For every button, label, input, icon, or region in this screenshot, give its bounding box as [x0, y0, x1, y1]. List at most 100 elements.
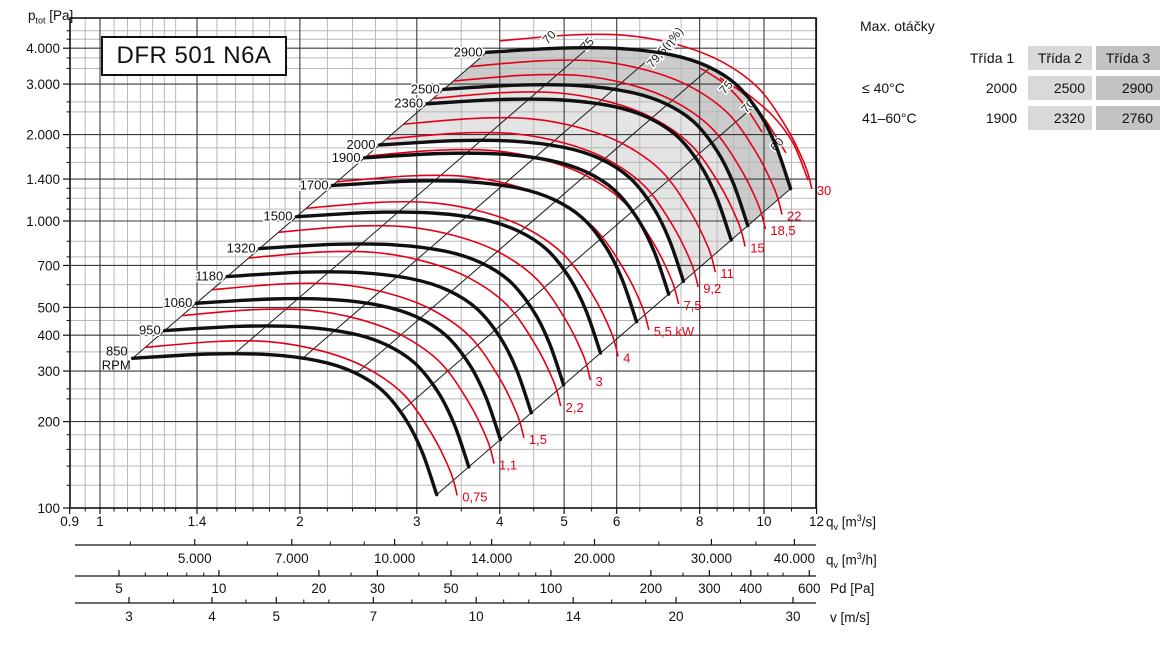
y-tick-label: 100 — [37, 501, 60, 516]
tick-label: 20.000 — [574, 551, 615, 566]
axis-qvh: 5.000 7.000 10.000 14.000 20.000 30.000 40.000 — [75, 539, 816, 566]
tick-label: 4 — [208, 609, 216, 624]
rpm-curve-850 — [130, 351, 439, 497]
rpm-curve-label: 1700 — [300, 177, 329, 192]
rpm-curve-label: 2360 — [394, 96, 423, 111]
y-tick-label: 300 — [37, 364, 60, 379]
power-curve-3 — [278, 224, 592, 381]
power-curve-18.5 — [453, 73, 767, 230]
power-curve-7.5 — [366, 148, 680, 305]
tick-label: 30.000 — [691, 551, 732, 566]
tick-label: 1 — [96, 514, 104, 529]
tick-label: 0.9 — [60, 514, 79, 529]
tick-label: 10 — [756, 514, 771, 529]
power-curve-label: 3 — [595, 374, 602, 389]
fan-model-title-box: DFR 501 N6A — [101, 36, 287, 76]
rpm-curve-1180 — [225, 270, 533, 415]
rpm-curve-1700 — [330, 179, 639, 324]
tick-label: 600 — [798, 581, 821, 596]
table-col-header-3: Třída 3 — [1096, 46, 1160, 70]
tick-label: 30 — [370, 581, 385, 596]
power-curve-label: 30 — [817, 183, 831, 198]
y-tick-label: 400 — [37, 328, 60, 343]
rpm-curve-label: 1060 — [163, 295, 192, 310]
rpm-curve-1320 — [257, 242, 566, 387]
tick-label: 400 — [740, 581, 763, 596]
tick-label: 200 — [640, 581, 663, 596]
table-value: 2000 — [985, 80, 1017, 96]
tick-label: 10 — [211, 581, 226, 596]
power-curve-label: 4 — [623, 350, 630, 365]
table-value: 2500 — [1028, 76, 1092, 100]
efficiency-label: 70 — [539, 27, 559, 47]
tick-label: 12 — [809, 514, 824, 529]
y-axis-title: ptot [Pa] — [28, 8, 74, 26]
rpm-curve-2000 — [377, 138, 686, 283]
power-curve-label: 9,2 — [703, 281, 721, 296]
speed-class-bands — [379, 47, 791, 282]
table-row-label-2: 41–60°C — [862, 110, 917, 126]
power-curve-label: 7,5 — [684, 298, 702, 313]
rpm-curve-2500 — [442, 83, 750, 228]
rpm-curve-2900 — [484, 46, 793, 191]
tick-label: 40.000 — [774, 551, 815, 566]
tick-label: 5 — [560, 514, 568, 529]
rpm-curve-label: 1320 — [227, 241, 256, 256]
tick-label: 5 — [115, 581, 123, 596]
power-curve-1.5 — [211, 282, 525, 439]
tick-label: 3 — [125, 609, 133, 624]
axis-title-qv-m3h: qv [m3/h] — [826, 551, 877, 571]
y-tick-label: 3.000 — [26, 77, 60, 92]
grid — [69, 17, 818, 509]
power-curve-9.2 — [386, 131, 699, 288]
table-col-header-1: Třída 1 — [969, 50, 1015, 66]
table-value: 1900 — [985, 110, 1017, 126]
tick-label: 6 — [613, 514, 621, 529]
power-curves: 0,75 1,1 1,5 2,2 3 4 5,5 kW 7,59,211 15 18,522 30 — [145, 33, 831, 504]
plot-frame — [69, 17, 817, 509]
max-rpm-table-grid: Třída 1 Třída 2 Třída 3 ≤ 40°C 2000 2500 2900 4… — [856, 46, 1168, 130]
axis-title-pd: Pd [Pa] — [830, 581, 875, 596]
table-value: 2900 — [1096, 76, 1160, 100]
power-curve-label: 22 — [787, 209, 801, 224]
table-corner — [856, 46, 956, 70]
table-col-header-2: Třída 2 — [1028, 46, 1092, 70]
tick-label: 3 — [413, 514, 421, 529]
efficiency-line — [699, 67, 763, 133]
power-curve-30 — [499, 33, 813, 190]
axis-title-qv-m3s: qv [m3/s] — [826, 513, 877, 533]
power-curve-label: 2,2 — [566, 400, 584, 415]
axis-title-v: v [m/s] — [830, 610, 870, 625]
rpm-curve-label: 2000 — [347, 137, 376, 152]
power-curve-1.1 — [182, 308, 495, 464]
tick-label: 14 — [566, 609, 582, 624]
tick-label: 10.000 — [374, 551, 415, 566]
power-curve-22 — [469, 59, 783, 215]
power-curve-label: 5,5 kW — [654, 324, 695, 339]
power-curve-label: 18,5 — [770, 223, 795, 238]
power-curve-label: 11 — [720, 266, 734, 281]
power-curve-label: 1,1 — [499, 458, 517, 473]
band-2000-2500 — [379, 84, 748, 282]
power-curve-label: 15 — [750, 240, 764, 255]
power-curve-2.2 — [248, 250, 562, 407]
y-tick-label: 500 — [37, 300, 60, 315]
rpm-curve-label: 1900 — [332, 150, 361, 165]
efficiency-line — [744, 91, 809, 181]
power-curve-label: 1,5 — [529, 432, 547, 447]
tick-label: 100 — [540, 581, 563, 596]
rpm-curve-1060 — [194, 296, 503, 442]
power-curve-11 — [403, 116, 717, 273]
tick-label: 50 — [443, 581, 458, 596]
table-value: 2760 — [1096, 106, 1160, 130]
y-tick-label: 200 — [37, 415, 60, 430]
axis-v: 3 4 5 7 10 14 20 30 — [75, 597, 816, 624]
tick-label: 10 — [469, 609, 484, 624]
y-tick-label: 700 — [37, 258, 60, 273]
fan-model-name: DFR 501 N6A — [116, 42, 272, 69]
max-rpm-table: Max. otáčky Třída 1 Třída 2 Třída 3 ≤ 40°C 2… — [856, 18, 1168, 130]
y-tick-label: 1.400 — [26, 172, 60, 187]
